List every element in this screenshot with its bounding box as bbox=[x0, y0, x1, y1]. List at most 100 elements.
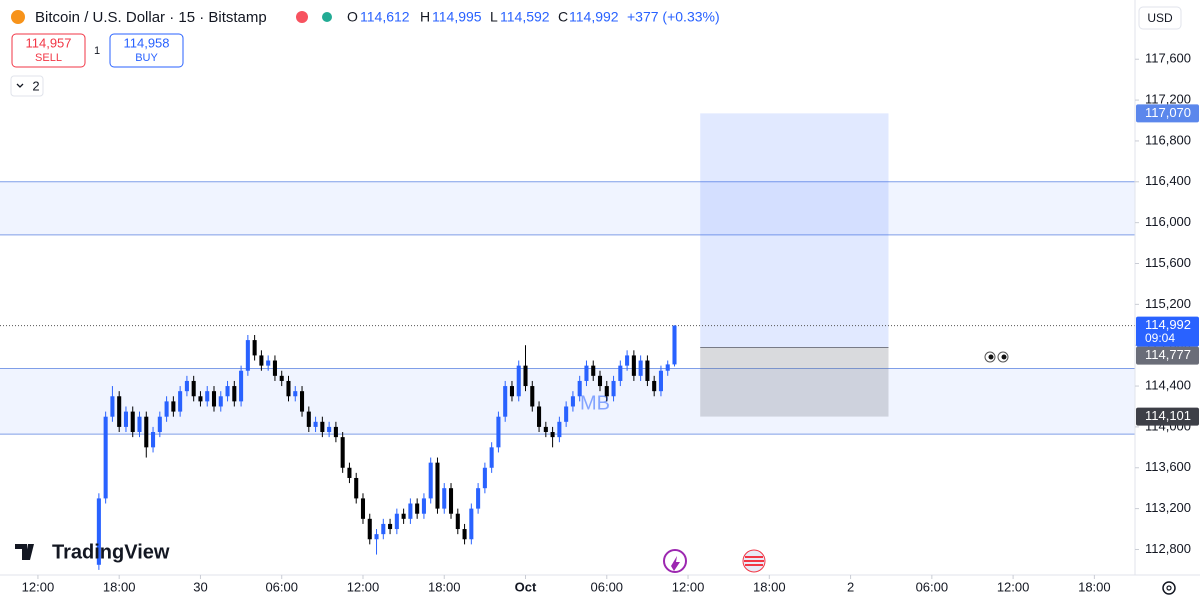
candle-body bbox=[591, 365, 596, 376]
candle-body bbox=[286, 380, 291, 397]
y-tick-label: 116,000 bbox=[1145, 214, 1191, 229]
x-tick-label: 30 bbox=[193, 579, 207, 594]
candle-body bbox=[198, 396, 203, 402]
candle-body bbox=[482, 467, 487, 489]
candle-body bbox=[137, 416, 142, 433]
sell-price: 114,957 bbox=[25, 35, 71, 50]
event-bolt bbox=[671, 556, 680, 571]
candle-body bbox=[272, 360, 277, 376]
y-tick-label: 115,600 bbox=[1145, 255, 1191, 270]
ohlc-l-label: L bbox=[490, 9, 498, 25]
ohlc-o: 114,612 bbox=[360, 9, 410, 25]
sell-button[interactable] bbox=[11, 33, 86, 68]
candle-body bbox=[564, 406, 569, 422]
y-tick-label: 113,200 bbox=[1145, 500, 1191, 515]
candle-body bbox=[401, 513, 406, 519]
candle-body bbox=[211, 391, 217, 407]
candle-body bbox=[239, 370, 244, 402]
candle-body bbox=[130, 411, 135, 433]
candle-body bbox=[293, 391, 298, 397]
pupil-right bbox=[1001, 354, 1007, 360]
candle-body bbox=[367, 518, 372, 540]
flag-stripes bbox=[744, 556, 764, 566]
y-tick-label: 116,400 bbox=[1145, 173, 1191, 188]
candle-body bbox=[435, 462, 440, 509]
candle-body bbox=[225, 386, 230, 397]
indicators-toggle[interactable] bbox=[10, 75, 44, 97]
ohlc-l: 114,592 bbox=[500, 9, 550, 25]
price-badge bbox=[1136, 316, 1199, 347]
candle-body bbox=[462, 529, 467, 540]
price-badge bbox=[1136, 346, 1199, 365]
candle-body bbox=[489, 447, 494, 468]
buy-price: 114,958 bbox=[123, 35, 169, 50]
x-tick-label: 12:00 bbox=[22, 579, 55, 594]
candle-body bbox=[259, 355, 264, 366]
settings-icon-center bbox=[1166, 585, 1172, 591]
candle-body bbox=[171, 401, 176, 412]
x-tick-label: 18:00 bbox=[753, 579, 786, 594]
candle-body bbox=[327, 426, 332, 433]
y-tick-label: 117,200 bbox=[1145, 92, 1191, 107]
y-tick-label: 117,600 bbox=[1145, 51, 1191, 66]
candle-body bbox=[509, 386, 515, 397]
plot-area: MB bbox=[0, 113, 1135, 570]
candle-body bbox=[604, 386, 609, 397]
candle-body bbox=[184, 380, 189, 392]
indicators-count: 2 bbox=[32, 78, 39, 93]
currency: USD bbox=[1147, 11, 1173, 25]
candle-body bbox=[96, 498, 101, 565]
candle-body bbox=[333, 426, 338, 438]
position-stop-area bbox=[700, 347, 889, 417]
zone bbox=[0, 181, 1135, 235]
candle-body bbox=[144, 416, 149, 448]
candle-body bbox=[523, 365, 528, 387]
candle-body bbox=[408, 503, 413, 519]
candle-body bbox=[300, 391, 305, 412]
price-change: +377 (+0.33%) bbox=[627, 9, 720, 25]
x-tick-label: 18:00 bbox=[1078, 579, 1111, 594]
quantity: 1 bbox=[94, 45, 100, 57]
candle-body bbox=[557, 421, 562, 438]
candle-body bbox=[279, 375, 284, 381]
candle-body bbox=[354, 477, 359, 499]
candle-body bbox=[178, 391, 183, 412]
buy-button[interactable] bbox=[109, 33, 184, 68]
candle-body bbox=[516, 365, 521, 397]
y-tick-label: 114,400 bbox=[1145, 377, 1191, 392]
ohlc-c-label: C bbox=[558, 9, 568, 25]
candle-body bbox=[218, 396, 223, 407]
chevron-icon bbox=[16, 83, 24, 88]
logo-text: TradingView bbox=[52, 541, 170, 563]
candle-body bbox=[618, 365, 623, 381]
x-tick-label: 06:00 bbox=[591, 579, 624, 594]
price-badge-countdown: 09:04 bbox=[1145, 331, 1175, 345]
candle-body bbox=[313, 421, 318, 427]
candle-body bbox=[652, 380, 657, 392]
ohlc-o-label: O bbox=[347, 9, 358, 25]
candle-body bbox=[151, 432, 156, 448]
x-tick-label: 06:00 bbox=[916, 579, 949, 594]
y-tick-label: 115,200 bbox=[1145, 296, 1191, 311]
candle-body bbox=[611, 380, 616, 397]
candle-body bbox=[347, 467, 352, 478]
candle-body bbox=[110, 396, 115, 417]
x-tick-label: 12:00 bbox=[672, 579, 705, 594]
candle-body bbox=[577, 380, 582, 397]
settings-icon[interactable] bbox=[1162, 581, 1176, 595]
currency-button[interactable] bbox=[1138, 6, 1182, 30]
y-tick-label: 113,600 bbox=[1145, 459, 1191, 474]
position-target-area bbox=[700, 113, 889, 348]
x-tick-label: Oct bbox=[515, 579, 537, 594]
x-tick-label: 06:00 bbox=[265, 579, 298, 594]
candle-body bbox=[658, 370, 663, 392]
candle-body bbox=[164, 401, 169, 417]
candle-body bbox=[421, 498, 426, 514]
candle-body bbox=[442, 488, 447, 509]
candle-body bbox=[496, 416, 501, 448]
logo-mark bbox=[15, 544, 34, 560]
symbol-title[interactable]: Bitcoin / U.S. Dollar · 15 · Bitstamp bbox=[35, 9, 267, 26]
candle-body bbox=[469, 508, 474, 540]
candle-body bbox=[360, 498, 366, 519]
